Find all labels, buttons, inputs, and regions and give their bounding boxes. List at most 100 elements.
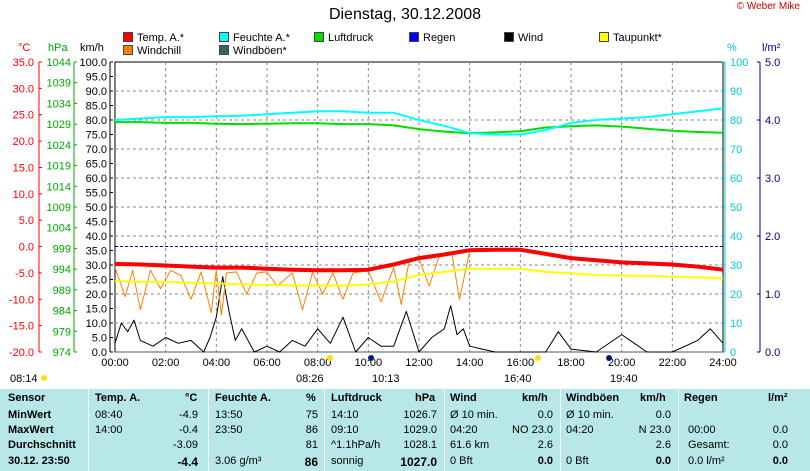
stats-cell-wind-b: 0.0 — [537, 409, 553, 421]
temp-tick-label: 25.0 — [13, 110, 34, 122]
legend-item-wind: Wind — [504, 32, 543, 44]
stats-cell-wind-a: 61.6 km — [450, 439, 490, 451]
pressure-tick-label: 989 — [53, 285, 71, 297]
header-pressure: Luftdruck — [331, 392, 382, 404]
x-tick-label: 18:00 — [557, 357, 585, 369]
stats-cell-temp-val: -4.9 — [179, 409, 198, 421]
wind-tick-label: 80.0 — [86, 115, 107, 127]
legend-item-gusts: Windböen* — [219, 45, 287, 57]
temp-tick-label: 30.0 — [13, 83, 34, 95]
pressure-tick-label: 979 — [53, 326, 71, 338]
wind-tick-label: 20.0 — [86, 289, 107, 301]
header-temp-unit: °C — [185, 392, 198, 404]
table-divider — [560, 389, 561, 471]
legend-swatch — [599, 32, 609, 42]
chart-grid — [114, 61, 724, 353]
stats-cell-temp-val: -0.4 — [179, 424, 198, 436]
rain-tick-label: 5.0 — [765, 57, 780, 69]
stats-cell-gust-b: 0.0 — [655, 455, 671, 467]
legend-swatch — [219, 45, 229, 55]
rain-tick-label: 3.0 — [765, 173, 780, 185]
chart-title: Dienstag, 30.12.2008 — [328, 6, 482, 23]
stats-cell-rain-b: 0.0 — [772, 439, 788, 451]
stats-cell-temp-time: 08:40 — [95, 409, 123, 421]
stats-cell-wind-b: NO 23.0 — [512, 424, 553, 436]
time-marker-label: 16:40 — [504, 373, 532, 385]
temp-tick-label: -15.0 — [9, 321, 34, 333]
wind-tick-label: 30.0 — [86, 260, 107, 272]
pressure-tick-label: 1039 — [47, 78, 71, 90]
chart-axes: 00:00 02:00 04:00 06:00 08:00 10:00 12:00 14:00… — [9, 57, 780, 369]
stats-cell-press-val: 1028.1 — [403, 439, 437, 451]
stats-cell-gust-b: 2.6 — [655, 439, 671, 451]
legend-item-rain: Regen — [409, 32, 455, 44]
x-tick-label: 24:00 — [709, 357, 737, 369]
table-divider — [208, 389, 209, 471]
stats-cell-gust-a: 0 Bft — [566, 455, 589, 467]
legend-swatch — [123, 32, 133, 42]
header-pressure-unit: hPa — [415, 392, 436, 404]
x-tick-label: 20:00 — [608, 357, 636, 369]
stats-cell-temp-val: -4.4 — [177, 455, 198, 469]
legend-item-windchill: Windchill — [123, 45, 181, 57]
x-tick-label: 06:00 — [253, 357, 281, 369]
wind-tick-label: 70.0 — [86, 144, 107, 156]
humidity-tick-label: 20 — [730, 289, 742, 301]
legend-swatch — [504, 32, 514, 42]
series-line-wind — [114, 276, 724, 353]
humidity-tick-label: 80 — [730, 115, 742, 127]
stats-cell-press-val: 1026.7 — [403, 409, 437, 421]
stats-cell-label: MinWert — [8, 409, 52, 421]
chart-series — [114, 107, 724, 353]
stats-cell-hum-val: 86 — [304, 455, 318, 469]
stats-cell-press-val: 1029.0 — [403, 424, 437, 436]
stats-cell-hum-time: 13:50 — [215, 409, 243, 421]
stats-cell-wind-a: Ø 10 min. — [450, 409, 498, 421]
humidity-axis-unit: % — [727, 42, 737, 54]
temp-tick-label: -5.0 — [15, 268, 34, 280]
pressure-tick-label: 994 — [53, 264, 71, 276]
stats-cell-wind-b: 0.0 — [537, 455, 553, 467]
legend-swatch — [219, 32, 229, 42]
stats-cell-temp-time: 14:00 — [95, 424, 123, 436]
wind-tick-label: 45.0 — [86, 217, 107, 229]
temp-tick-label: 0.0 — [19, 242, 34, 254]
time-markers: 08:14 08:26 10:13 16:40 19:40 — [10, 355, 638, 385]
stats-cell-rain-b: 0.0 — [772, 455, 788, 467]
humidity-tick-label: 0 — [730, 347, 736, 359]
rain-axis-unit: l/m² — [762, 42, 781, 54]
humidity-tick-label: 30 — [730, 260, 742, 272]
pressure-tick-label: 1029 — [47, 119, 71, 131]
weather-chart: 00:00 02:00 04:00 06:00 08:00 10:00 12:00 14:00… — [9, 57, 780, 385]
sun-icon — [327, 355, 333, 361]
wind-tick-label: 60.0 — [86, 173, 107, 185]
x-tick-label: 22:00 — [659, 357, 687, 369]
stats-cell-press-val: 1027.0 — [400, 455, 437, 469]
wind-tick-label: 95.0 — [86, 72, 107, 84]
humidity-tick-label: 60 — [730, 173, 742, 185]
stats-cell-wind-a: 04:20 — [450, 424, 478, 436]
stats-cell-press-time: 09:10 — [331, 424, 359, 436]
stats-cell-rain-a: 0.0 l/m² — [688, 455, 725, 467]
humidity-tick-label: 50 — [730, 202, 742, 214]
stats-cell-label: MaxWert — [8, 424, 54, 436]
wind-tick-label: 35.0 — [86, 246, 107, 258]
header-rain-unit: l/m² — [768, 392, 788, 404]
temp-tick-label: 35.0 — [13, 57, 34, 69]
wind-tick-label: 0.0 — [92, 347, 107, 359]
sun-icon — [535, 355, 541, 361]
pressure-tick-label: 1044 — [47, 57, 71, 69]
wind-tick-label: 90.0 — [86, 86, 107, 98]
copyright-text: © Weber Mike — [736, 1, 800, 12]
header-rain: Regen — [684, 392, 718, 404]
pressure-tick-label: 1019 — [47, 161, 71, 173]
table-divider — [324, 389, 325, 471]
x-tick-label: 08:00 — [304, 357, 332, 369]
wind-tick-label: 5.0 — [92, 333, 107, 345]
stats-cell-gust-b: N 23.0 — [638, 424, 671, 436]
stats-cell-hum-time: 23:50 — [215, 424, 243, 436]
temp-tick-label: -10.0 — [9, 294, 34, 306]
x-tick-label: 10:00 — [355, 357, 383, 369]
stats-cell-press-time: sonnig — [331, 455, 364, 467]
pressure-tick-label: 974 — [53, 347, 71, 359]
